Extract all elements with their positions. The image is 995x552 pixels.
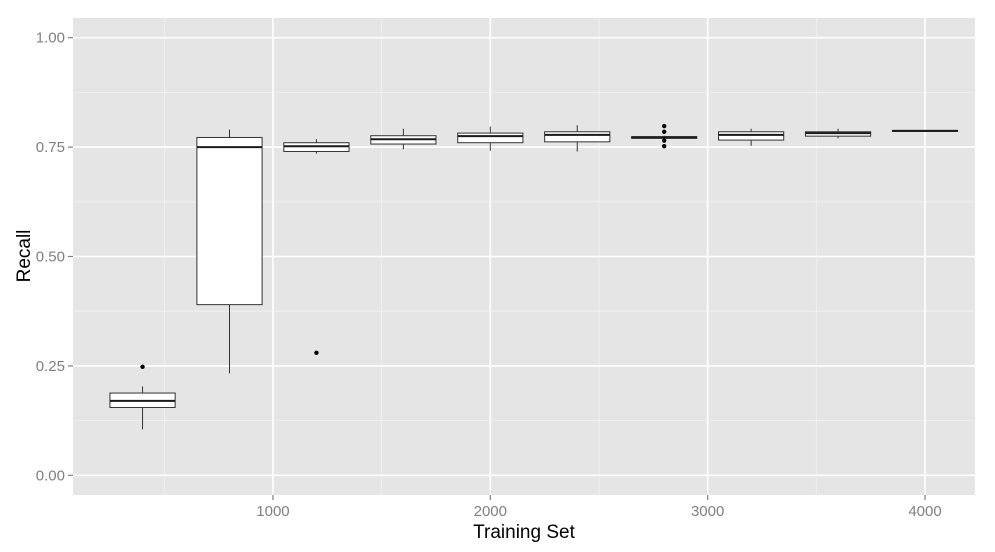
box [370, 128, 437, 150]
y-tick-label: 1.00 [36, 30, 65, 47]
x-tick-label: 4000 [908, 503, 941, 520]
outlier-point [661, 123, 667, 129]
box-body [457, 132, 524, 144]
box [544, 125, 611, 152]
box [631, 123, 698, 149]
y-axis: 0.00 0.25 0.50 0.75 1.00 [36, 30, 73, 484]
x-tick-label: 3000 [691, 503, 724, 520]
box-body [196, 136, 263, 306]
box [804, 128, 872, 139]
outlier-point [314, 350, 319, 355]
box [891, 129, 959, 132]
box [718, 128, 785, 146]
outlier-point [661, 129, 667, 134]
x-axis-title: Training Set [473, 522, 575, 543]
x-axis: 1000 2000 3000 4000 [256, 495, 942, 520]
box-body [544, 131, 611, 143]
box-series [109, 123, 959, 430]
outlier-point [661, 144, 667, 149]
x-tick-label: 1000 [256, 503, 289, 520]
box [283, 139, 350, 355]
y-tick-label: 0.00 [36, 467, 65, 484]
box-body [718, 131, 785, 141]
outlier-point [661, 138, 667, 143]
box [457, 126, 524, 151]
x-tick-label: 2000 [474, 503, 507, 520]
outlier-point [140, 364, 145, 369]
y-tick-label: 0.75 [36, 139, 65, 156]
y-tick-label: 0.50 [36, 249, 65, 266]
box [196, 129, 263, 374]
y-tick-label: 0.25 [36, 358, 65, 375]
y-axis-title: Recall [14, 230, 35, 283]
box [109, 364, 176, 430]
